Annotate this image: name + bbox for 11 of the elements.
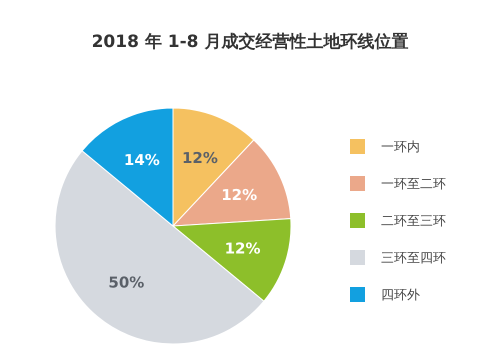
data-label: 12% xyxy=(221,186,258,204)
legend-label: 一环内 xyxy=(381,138,420,156)
data-label: 50% xyxy=(108,273,144,292)
legend-label: 四环外 xyxy=(381,286,420,304)
legend-label: 一环至二环 xyxy=(381,176,446,192)
legend-label: 三环至四环 xyxy=(381,250,446,266)
data-label: 12% xyxy=(224,240,261,258)
chart-title: 2018 年 1-8 月成交经营性土地环线位置 xyxy=(90,31,410,53)
data-label: 14% xyxy=(124,150,160,169)
data-label: 12% xyxy=(182,148,218,167)
legend-label: 二环至三环 xyxy=(381,212,446,230)
